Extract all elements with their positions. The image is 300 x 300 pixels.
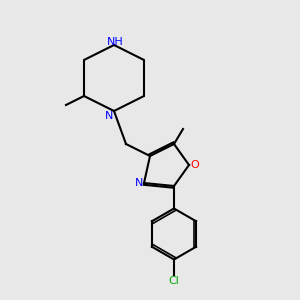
- Text: Cl: Cl: [169, 275, 179, 286]
- Text: N: N: [134, 178, 143, 188]
- Text: NH: NH: [107, 37, 124, 47]
- Text: N: N: [105, 110, 114, 121]
- Text: O: O: [190, 160, 199, 170]
